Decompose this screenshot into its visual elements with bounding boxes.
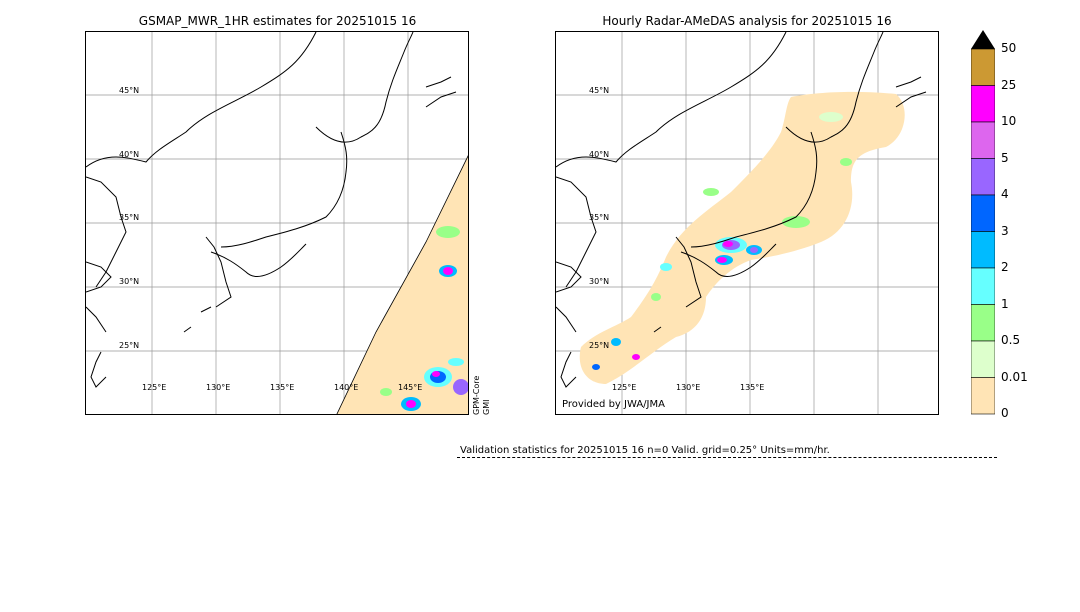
left-map-canvas [86,32,468,414]
lat-label: 45°N [119,86,140,95]
colorbar-segment [970,85,996,123]
colorbar-tick-label: 50 [1001,41,1017,55]
data-credit: Provided by JWA/JMA [562,399,665,410]
lon-label: 130°E [206,383,231,392]
colorbar-tick-label: 2 [1001,260,1009,274]
colorbar-segment [970,194,996,232]
right-map-canvas [556,32,938,414]
validation-stats: Validation statistics for 20251015 16 n=… [460,445,830,456]
colorbar-tick-label: 1 [1001,296,1009,311]
left-map-panel: 45°N 40°N 35°N 30°N 25°N 125°E 130°E 135… [85,31,469,415]
satellite-label-2: GMI [482,399,491,415]
coastlines [86,32,457,388]
colorbar-segment [970,158,996,196]
lat-label: 40°N [119,150,140,159]
colorbar [970,30,996,415]
lon-label: 130°E [676,383,701,392]
stats-divider [457,457,997,458]
coastlines [556,32,927,388]
lat-label: 25°N [589,341,610,350]
colorbar-tick-label: 10 [1001,114,1017,128]
colorbar-segment [970,121,996,159]
colorbar-segment [970,340,996,378]
lat-label: 35°N [589,213,610,222]
lat-label: 40°N [589,150,610,159]
lon-label: 140°E [334,383,359,392]
lon-label: 135°E [270,383,295,392]
precip-cells [380,226,468,411]
lon-label: 125°E [612,383,637,392]
satellite-label-1: GPM-Core [472,375,481,415]
satellite-swath [336,155,468,414]
colorbar-tick-label: 4 [1001,187,1009,201]
lon-label: 145°E [398,383,423,392]
colorbar-tick-label: 0 [1001,406,1009,420]
lon-label: 125°E [142,383,167,392]
colorbar-segment [970,267,996,305]
lon-label: 135°E [740,383,765,392]
colorbar-segment [970,48,996,86]
colorbar-segment [970,231,996,269]
right-map-panel: 45°N 40°N 35°N 30°N 25°N 125°E 130°E 135… [555,31,939,415]
colorbar-tick-label: 3 [1001,223,1009,238]
colorbar-segment [970,304,996,342]
left-panel-title: GSMAP_MWR_1HR estimates for 20251015 16 [138,14,417,28]
colorbar-tick-label: 25 [1001,77,1017,92]
radar-coverage [579,91,905,385]
lat-label: 30°N [589,277,610,286]
lat-label: 35°N [119,213,140,222]
lat-label: 25°N [119,341,140,350]
right-panel-title: Hourly Radar-AMeDAS analysis for 2025101… [602,14,892,28]
colorbar-graphic [970,30,996,415]
lat-label: 30°N [119,277,140,286]
colorbar-tick-label: 0.5 [1001,333,1021,347]
lat-label: 45°N [589,86,610,95]
colorbar-extend-arrow [971,30,995,49]
colorbar-segment [970,377,996,415]
colorbar-tick-label: 0.01 [1001,369,1028,384]
colorbar-tick-label: 5 [1001,150,1009,165]
